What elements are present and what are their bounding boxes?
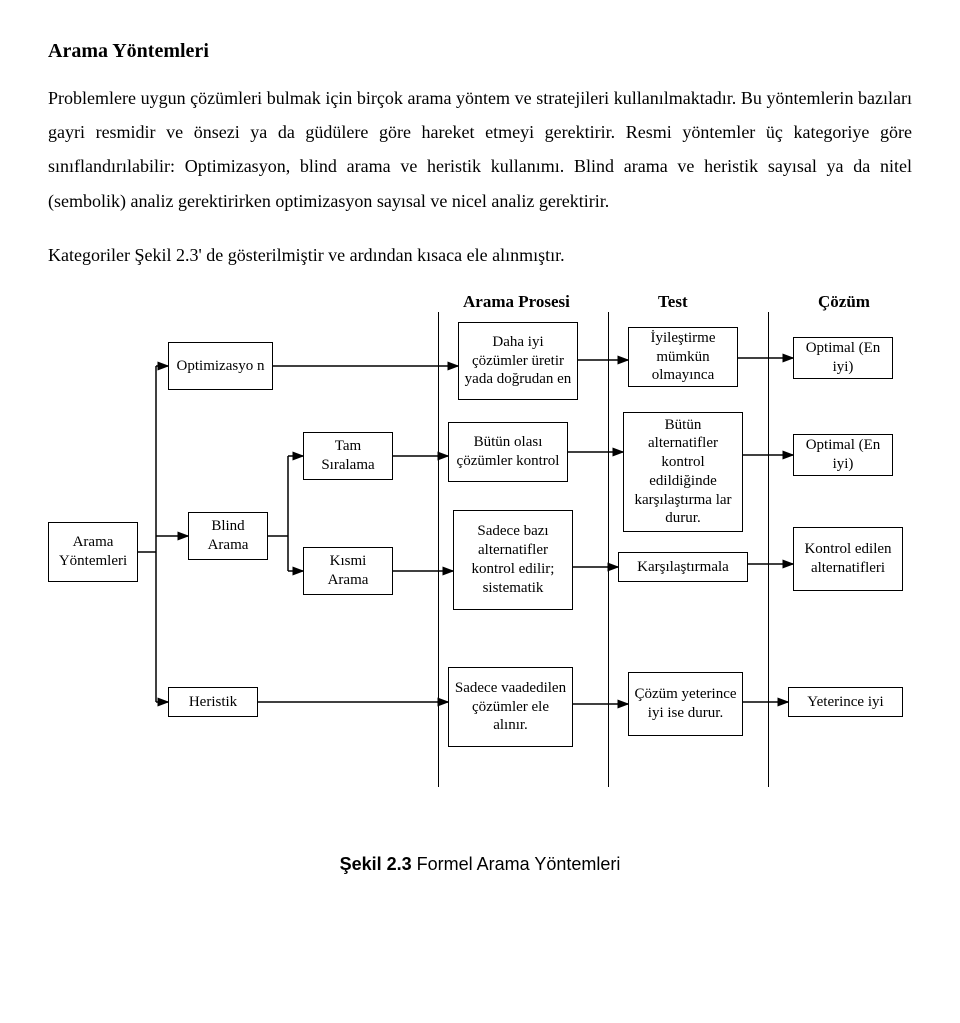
node-dahaiyi: Daha iyi çözümler üretir yada doğrudan e… [458, 322, 578, 400]
node-iyilestirme: İyileştirme mümkün olmayınca [628, 327, 738, 387]
caption-text: Formel Arama Yöntemleri [412, 854, 621, 874]
node-root: Arama Yöntemleri [48, 522, 138, 582]
node-blind: Blind Arama [188, 512, 268, 560]
diagram-canvas: Arama Prosesi Test Çözüm Arama Yöntemleri Op… [48, 292, 912, 812]
col-header-cozum: Çözüm [818, 292, 870, 312]
column-divider-2 [768, 312, 769, 787]
col-header-prosesi: Arama Prosesi [463, 292, 570, 312]
page-title: Arama Yöntemleri [48, 40, 912, 63]
node-tam: Tam Sıralama [303, 432, 393, 480]
node-kontroledilen: Kontrol edilen alternatifleri [793, 527, 903, 591]
paragraph-1: Problemlere uygun çözümleri bulmak için … [48, 81, 912, 218]
node-kismi: Kısmi Arama [303, 547, 393, 595]
node-yeterince: Yeterince iyi [788, 687, 903, 717]
node-optimal2: Optimal (En iyi) [793, 434, 893, 476]
node-sadecevaad: Sadece vaadedilen çözümler ele alınır. [448, 667, 573, 747]
node-butunolasi: Bütün olası çözümler kontrol [448, 422, 568, 482]
paragraph-2: Kategoriler Şekil 2.3' de gösterilmiştir… [48, 238, 912, 272]
node-butunalt: Bütün alternatifler kontrol edildiğinde … [623, 412, 743, 532]
column-divider-1 [608, 312, 609, 787]
node-cozumyet: Çözüm yeterince iyi ise durur. [628, 672, 743, 736]
node-heristik: Heristik [168, 687, 258, 717]
node-karsilastirmala: Karşılaştırmala [618, 552, 748, 582]
caption-label: Şekil 2.3 [340, 854, 412, 874]
figure-caption: Şekil 2.3 Formel Arama Yöntemleri [48, 854, 912, 875]
node-sadecebazi: Sadece bazı alternatifler kontrol edilir… [453, 510, 573, 610]
node-optimal1: Optimal (En iyi) [793, 337, 893, 379]
node-optimizasyon: Optimizasyo n [168, 342, 273, 390]
col-header-test: Test [658, 292, 688, 312]
column-divider-0 [438, 312, 439, 787]
